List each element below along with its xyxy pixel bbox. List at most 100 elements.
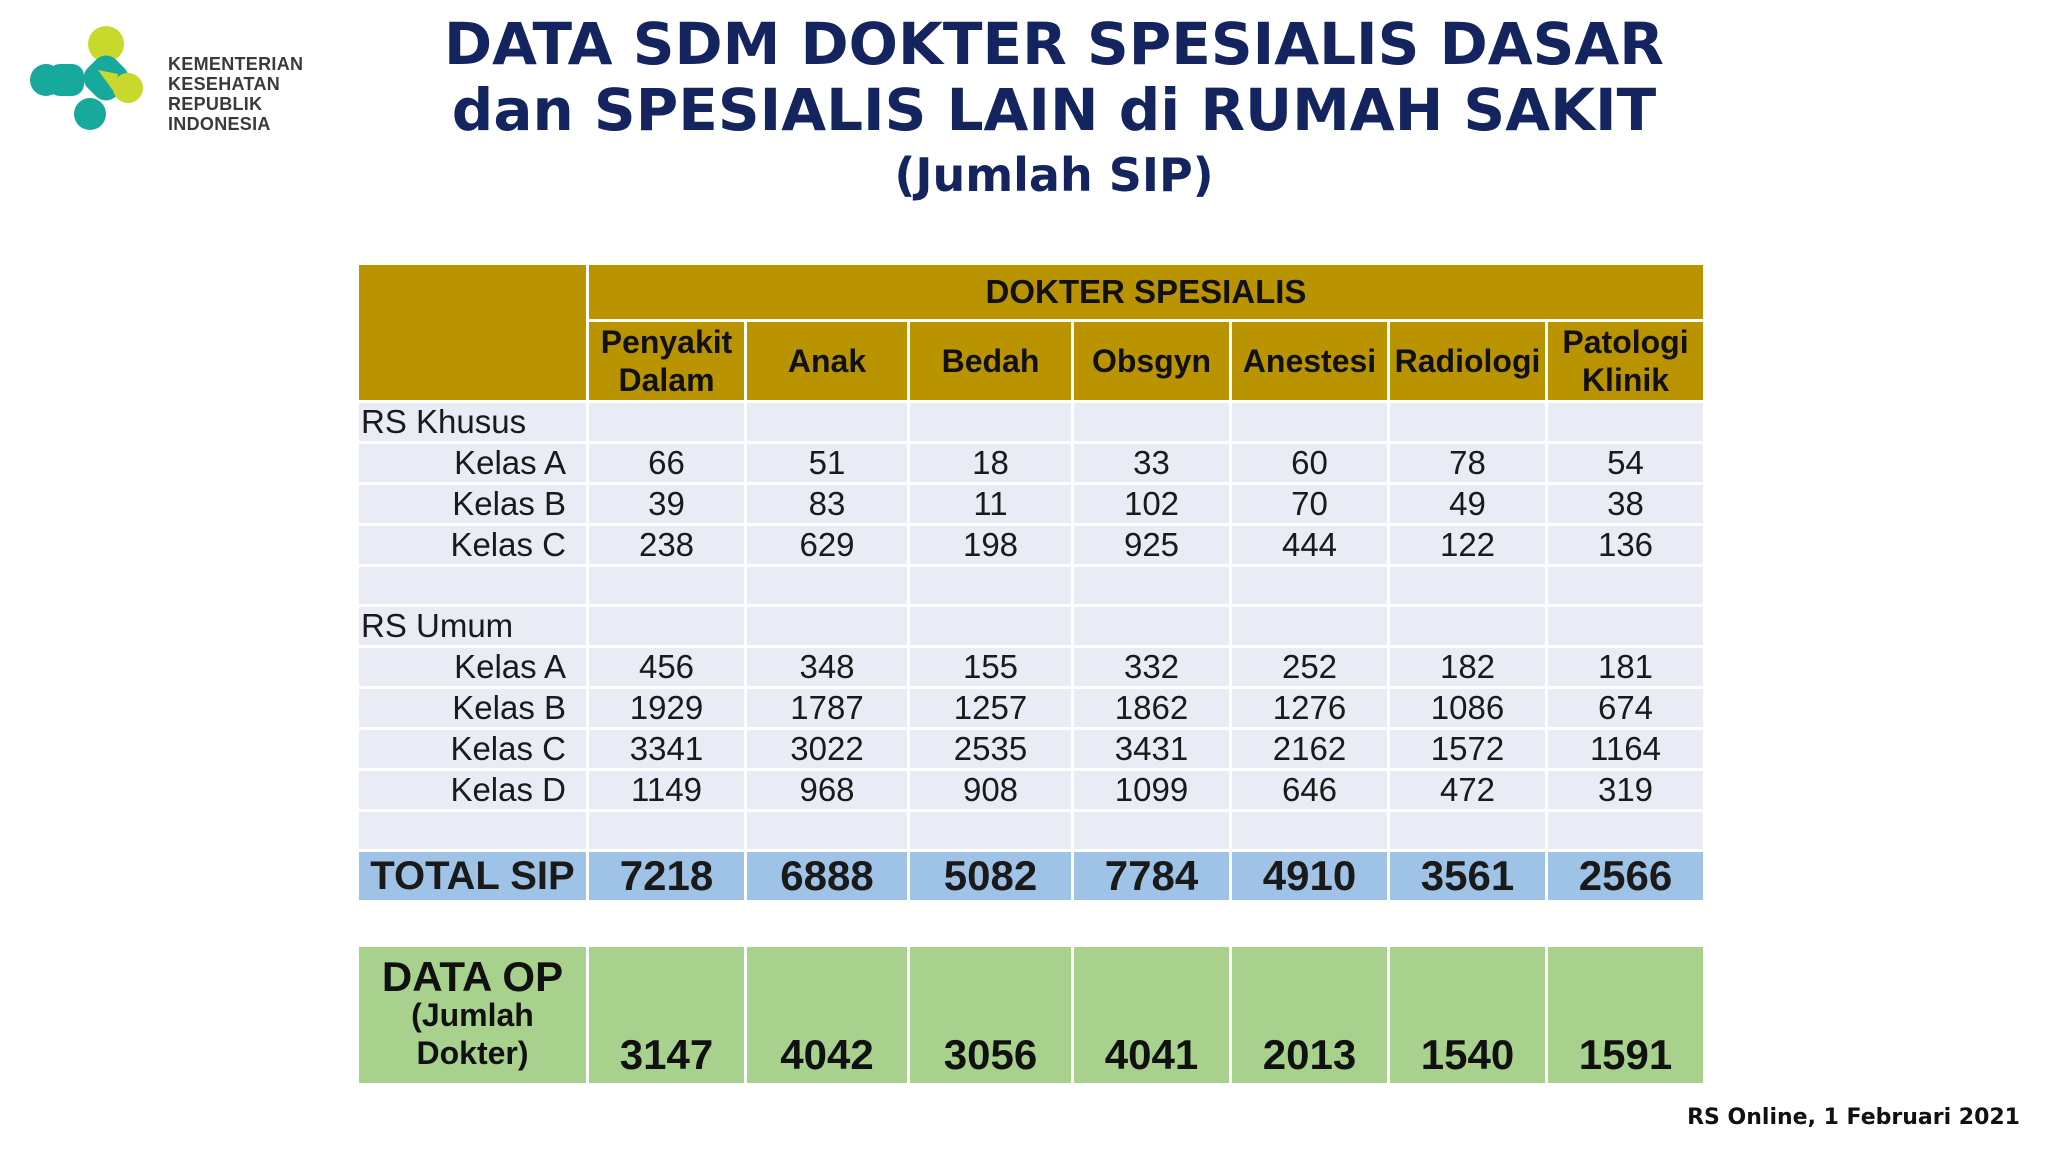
- value-cell: 252: [1229, 645, 1390, 689]
- empty-cell: [1071, 400, 1232, 444]
- ministry-logo: KEMENTERIAN KESEHATAN REPUBLIK INDONESIA: [28, 22, 303, 134]
- section-row: RS Khusus: [356, 400, 1706, 444]
- table-row: Kelas B 1929 1787 1257 1862 1276 1086 674: [356, 686, 1706, 730]
- value-cell: 629: [744, 523, 910, 567]
- empty-cell: [586, 809, 747, 852]
- empty-cell: [1229, 809, 1390, 852]
- section-label: RS Khusus: [356, 400, 589, 444]
- total-value: 7218: [586, 849, 747, 903]
- value-cell: 70: [1229, 482, 1390, 526]
- value-cell: 198: [907, 523, 1074, 567]
- value-cell: 3341: [586, 727, 747, 771]
- row-label: Kelas B: [356, 686, 589, 730]
- value-cell: 908: [907, 768, 1074, 812]
- value-cell: 181: [1545, 645, 1706, 689]
- data-op-value: 3056: [907, 944, 1074, 1086]
- column-header: Obsgyn: [1071, 319, 1232, 403]
- value-cell: 78: [1387, 441, 1548, 485]
- empty-cell: [1387, 564, 1548, 607]
- value-cell: 1787: [744, 686, 910, 730]
- value-cell: 1257: [907, 686, 1074, 730]
- empty-cell: [586, 604, 747, 648]
- total-value: 2566: [1545, 849, 1706, 903]
- row-label: Kelas C: [356, 727, 589, 771]
- value-cell: 51: [744, 441, 910, 485]
- empty-cell: [1545, 400, 1706, 444]
- value-cell: 182: [1387, 645, 1548, 689]
- value-cell: 102: [1071, 482, 1232, 526]
- spacer-row: [356, 809, 1706, 852]
- value-cell: 348: [744, 645, 910, 689]
- table-row: Kelas A 456 348 155 332 252 182 181: [356, 645, 1706, 689]
- empty-cell: [1387, 604, 1548, 648]
- page-title-line1: DATA SDM DOKTER SPESIALIS DASAR: [444, 10, 1664, 78]
- logo-line: REPUBLIK: [168, 94, 263, 114]
- value-cell: 968: [744, 768, 910, 812]
- value-cell: 83: [744, 482, 910, 526]
- value-cell: 11: [907, 482, 1074, 526]
- data-op-table: DATA OP (Jumlah Dokter) 3147 4042 3056 4041…: [356, 944, 1706, 1086]
- page-title-line2: dan SPESIALIS LAIN di RUMAH SAKIT: [451, 76, 1657, 144]
- section-label: RS Umum: [356, 604, 589, 648]
- value-cell: 49: [1387, 482, 1548, 526]
- value-cell: 33: [1071, 441, 1232, 485]
- value-cell: 1149: [586, 768, 747, 812]
- data-op-value: 4042: [744, 944, 910, 1086]
- value-cell: 674: [1545, 686, 1706, 730]
- column-header-line: Anestesi: [1242, 343, 1377, 379]
- empty-cell: [1545, 604, 1706, 648]
- total-value: 4910: [1229, 849, 1390, 903]
- value-cell: 38: [1545, 482, 1706, 526]
- group-header: DOKTER SPESIALIS: [586, 262, 1706, 322]
- value-cell: 39: [586, 482, 747, 526]
- data-op-value: 4041: [1071, 944, 1232, 1086]
- empty-cell: [586, 400, 747, 444]
- empty-cell: [1545, 564, 1706, 607]
- row-label: Kelas B: [356, 482, 589, 526]
- empty-cell: [907, 809, 1074, 852]
- total-value: 3561: [1387, 849, 1548, 903]
- column-header: Radiologi: [1387, 319, 1548, 403]
- value-cell: 332: [1071, 645, 1232, 689]
- empty-cell: [1229, 400, 1390, 444]
- empty-cell: [907, 400, 1074, 444]
- value-cell: 1276: [1229, 686, 1390, 730]
- total-row: TOTAL SIP 7218 6888 5082 7784 4910 3561 2566: [356, 849, 1706, 903]
- logo-line: KESEHATAN: [168, 74, 281, 94]
- total-value: 7784: [1071, 849, 1232, 903]
- data-op-sub2: Dokter): [416, 1035, 529, 1071]
- empty-cell: [1387, 400, 1548, 444]
- value-cell: 3431: [1071, 727, 1232, 771]
- value-cell: 66: [586, 441, 747, 485]
- header-corner: [356, 262, 589, 403]
- data-op-value: 3147: [586, 944, 747, 1086]
- sip-table: DOKTER SPESIALIS Penyakit Dalam Anak Bedah O…: [356, 262, 1706, 903]
- section-row: RS Umum: [356, 604, 1706, 648]
- empty-cell: [744, 400, 910, 444]
- value-cell: 319: [1545, 768, 1706, 812]
- data-op-value: 2013: [1229, 944, 1390, 1086]
- value-cell: 472: [1387, 768, 1548, 812]
- total-label: TOTAL SIP: [356, 849, 589, 903]
- row-label: Kelas A: [356, 441, 589, 485]
- data-op-sub1: (Jumlah: [411, 997, 534, 1033]
- table-row: Kelas B 39 83 11 102 70 49 38: [356, 482, 1706, 526]
- value-cell: 456: [586, 645, 747, 689]
- logo-line: KEMENTERIAN: [168, 54, 304, 74]
- column-header: Penyakit Dalam: [586, 319, 747, 403]
- empty-cell: [744, 809, 910, 852]
- empty-cell: [744, 564, 910, 607]
- empty-cell: [1229, 564, 1390, 607]
- value-cell: 925: [1071, 523, 1232, 567]
- value-cell: 1572: [1387, 727, 1548, 771]
- column-header: Anak: [744, 319, 910, 403]
- table-row: Kelas A 66 51 18 33 60 78 54: [356, 441, 1706, 485]
- empty-cell: [907, 604, 1074, 648]
- column-header-line: Klinik: [1581, 362, 1670, 398]
- data-op-title: DATA OP: [381, 953, 564, 1000]
- column-header-line: Anak: [787, 343, 867, 379]
- value-cell: 122: [1387, 523, 1548, 567]
- value-cell: 3022: [744, 727, 910, 771]
- table-row: Kelas C 3341 3022 2535 3431 2162 1572 1164: [356, 727, 1706, 771]
- column-header: Anestesi: [1229, 319, 1390, 403]
